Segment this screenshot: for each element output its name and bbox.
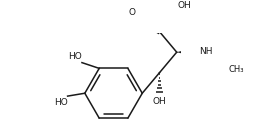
Text: CH₃: CH₃ bbox=[229, 65, 244, 74]
Polygon shape bbox=[177, 47, 198, 57]
Text: O: O bbox=[128, 8, 135, 17]
Text: OH: OH bbox=[178, 1, 191, 10]
Text: NH: NH bbox=[199, 47, 212, 56]
Text: OH: OH bbox=[153, 97, 166, 106]
Text: HO: HO bbox=[68, 52, 82, 61]
Text: HO: HO bbox=[54, 98, 68, 107]
